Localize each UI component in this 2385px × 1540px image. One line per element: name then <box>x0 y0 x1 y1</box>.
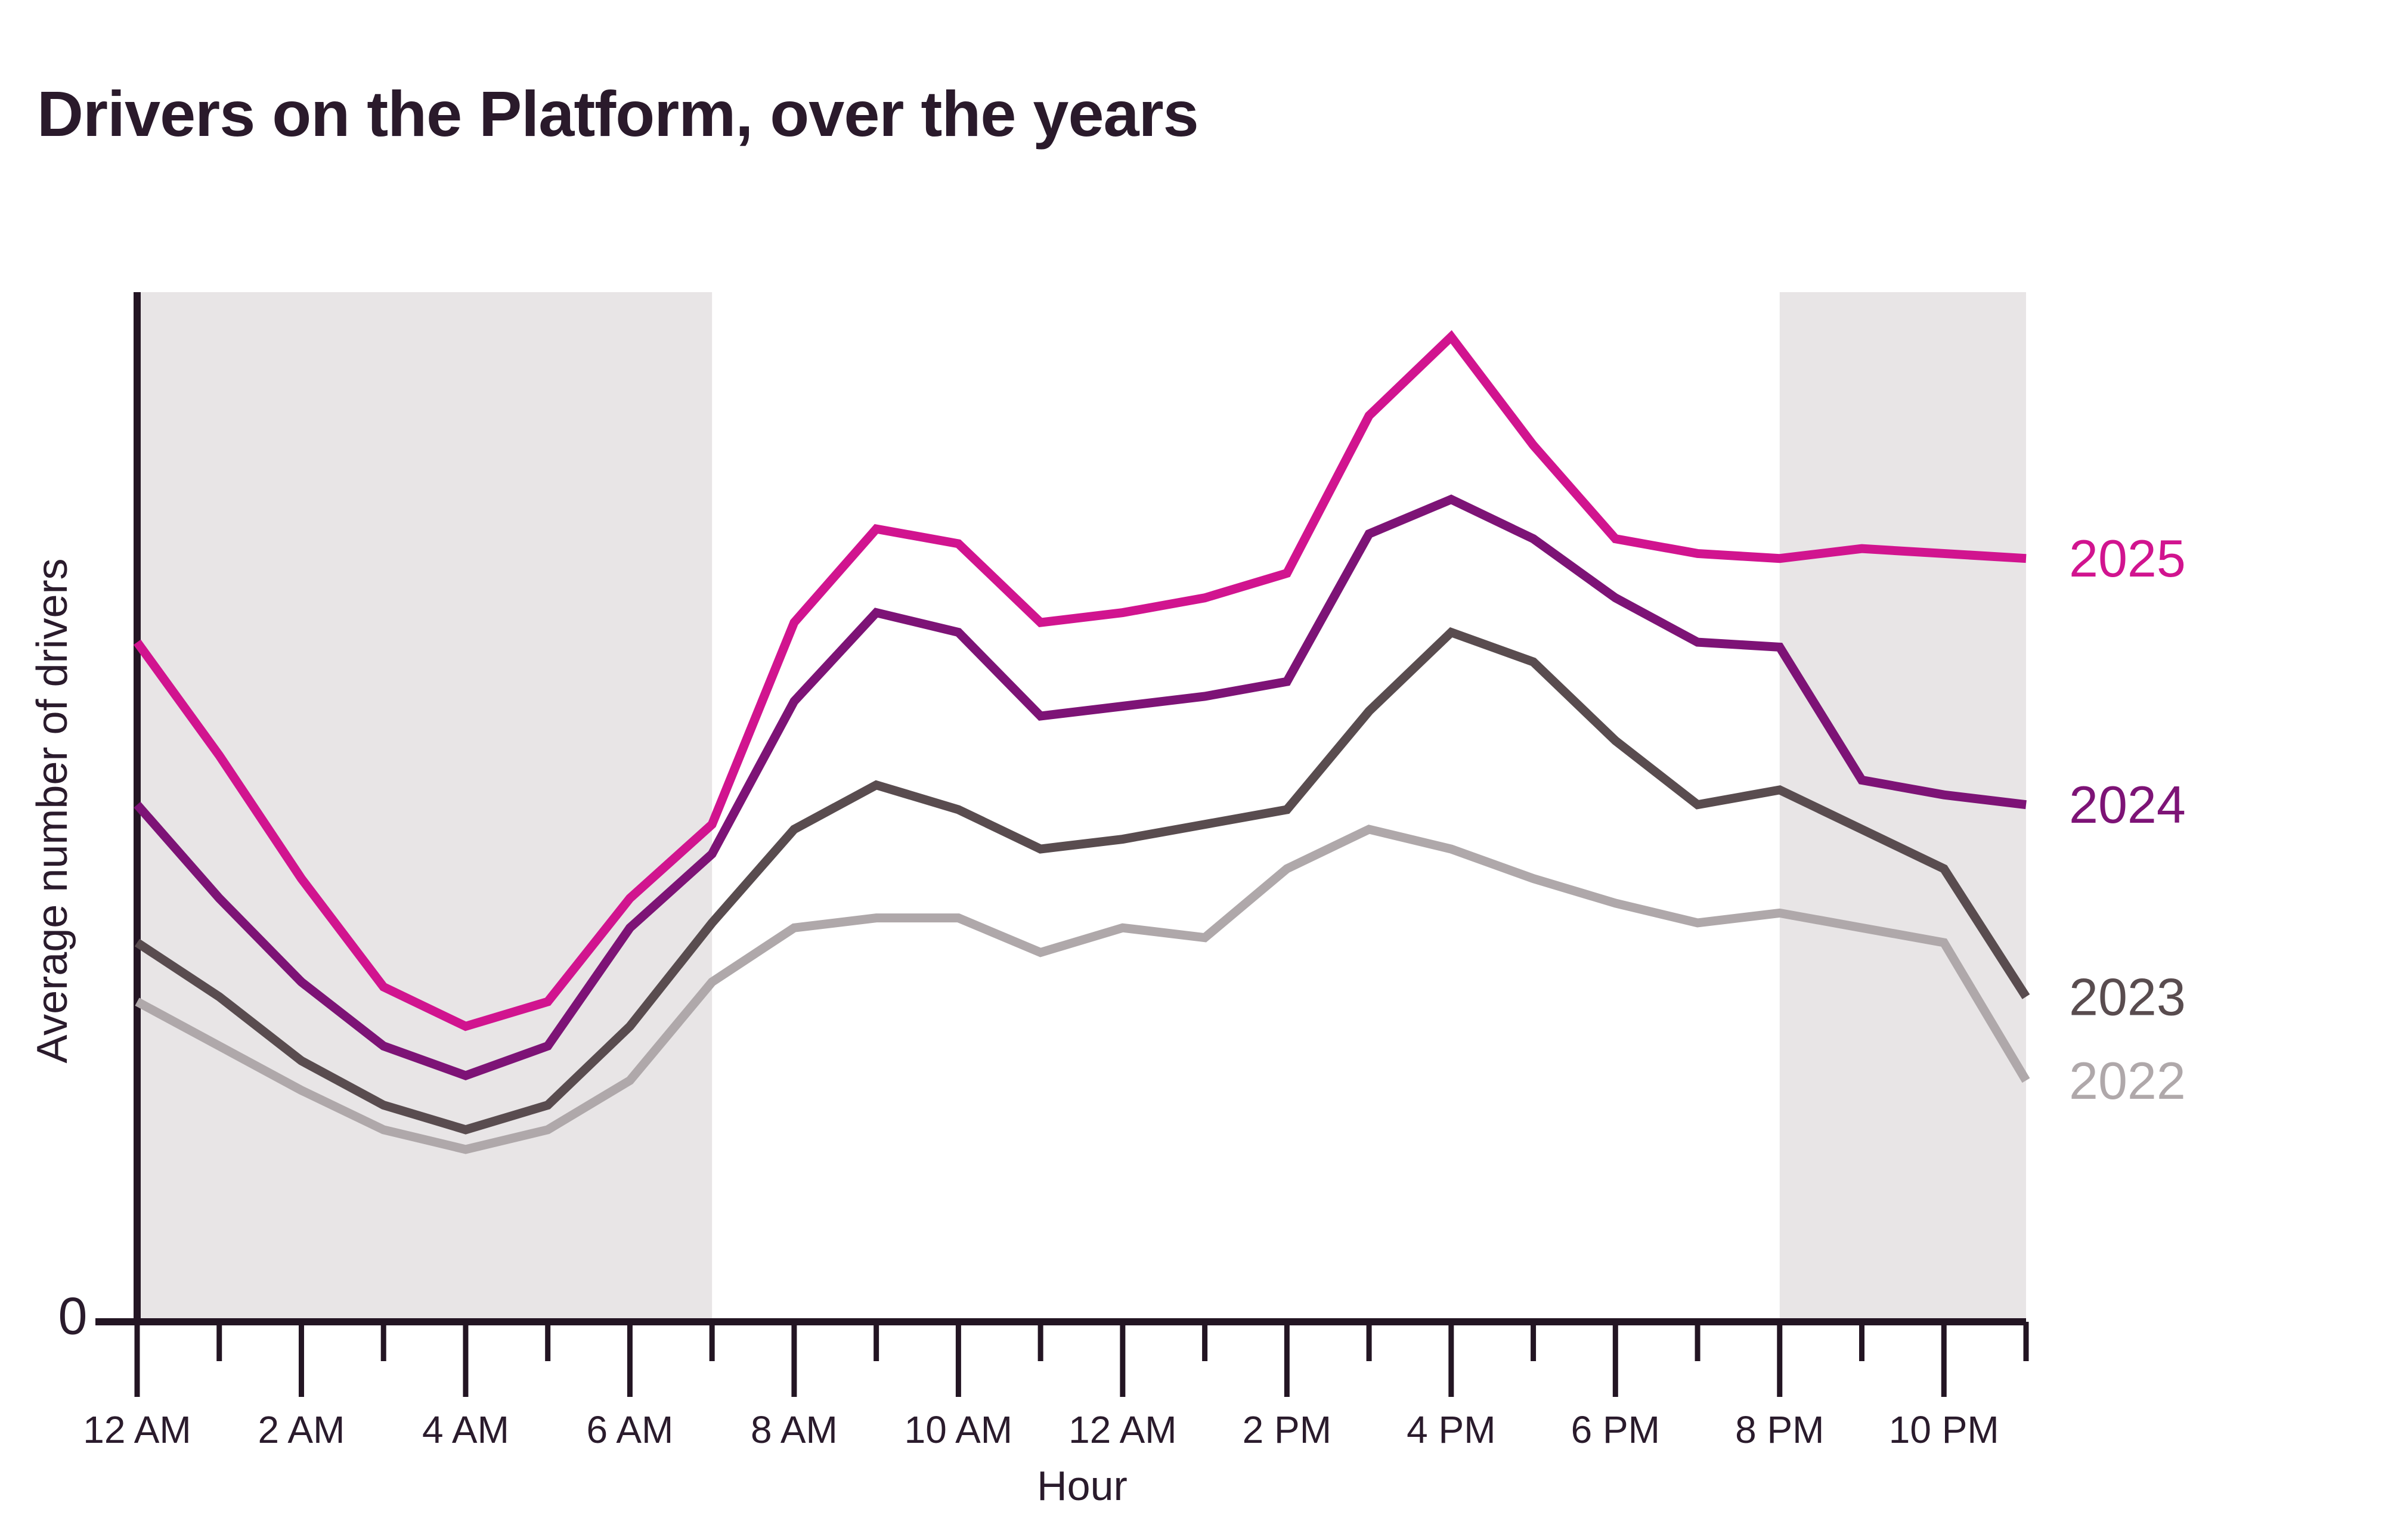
series-label-2023: 2023 <box>2069 967 2186 1026</box>
x-tick-label: 8 PM <box>1735 1408 1824 1451</box>
chart-title: Drivers on the Platform, over the years <box>37 78 1199 150</box>
series-label-2025: 2025 <box>2069 529 2186 588</box>
series-label-2024: 2024 <box>2069 775 2186 834</box>
y-axis-title: Average number of drivers <box>29 558 76 1063</box>
series-line-2025 <box>133 330 2027 1031</box>
x-tick-label: 10 AM <box>905 1408 1012 1451</box>
series-line-2024 <box>134 494 2027 1080</box>
series-line-2023 <box>134 627 2030 1135</box>
x-tick-label: 12 AM <box>1068 1408 1176 1451</box>
x-tick-label: 12 AM <box>83 1408 191 1451</box>
y-zero-label: 0 <box>58 1287 88 1346</box>
night-shade-band <box>137 292 713 1322</box>
x-axis-title: Hour <box>1037 1462 1128 1509</box>
series-label-2022: 2022 <box>2069 1051 2186 1110</box>
x-tick-label: 10 PM <box>1889 1408 1999 1451</box>
x-tick-label: 4 AM <box>422 1408 509 1451</box>
x-tick-label: 2 PM <box>1243 1408 1331 1451</box>
x-tick-label: 6 AM <box>587 1408 674 1451</box>
x-tick-label: 6 PM <box>1571 1408 1660 1451</box>
x-tick-label: 4 PM <box>1407 1408 1495 1451</box>
x-tick-label: 8 AM <box>751 1408 838 1451</box>
series-line-2022 <box>135 825 2030 1154</box>
x-tick-label: 2 AM <box>258 1408 345 1451</box>
